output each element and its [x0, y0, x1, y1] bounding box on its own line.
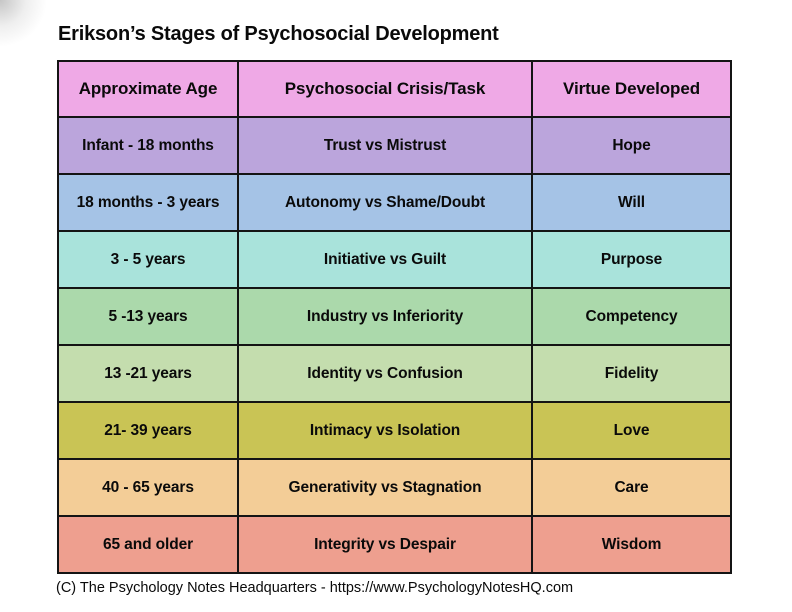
header-approximate-age: Approximate Age — [57, 60, 239, 118]
crisis-cell: Industry vs Inferiority — [237, 287, 533, 346]
crisis-cell: Integrity vs Despair — [237, 515, 533, 574]
header-psychosocial-crisis: Psychosocial Crisis/Task — [237, 60, 533, 118]
virtue-cell: Love — [531, 401, 732, 460]
erikson-stages-table: Approximate Age Psychosocial Crisis/Task… — [57, 60, 732, 574]
table-header-row: Approximate Age Psychosocial Crisis/Task… — [57, 60, 732, 118]
table-row: 40 - 65 years Generativity vs Stagnation… — [57, 458, 732, 517]
age-cell: 5 -13 years — [57, 287, 239, 346]
crisis-cell: Autonomy vs Shame/Doubt — [237, 173, 533, 232]
crisis-cell: Identity vs Confusion — [237, 344, 533, 403]
page-corner-shadow — [0, 0, 46, 46]
age-cell: 21- 39 years — [57, 401, 239, 460]
crisis-cell: Generativity vs Stagnation — [237, 458, 533, 517]
age-cell: 40 - 65 years — [57, 458, 239, 517]
table-row: 21- 39 years Intimacy vs Isolation Love — [57, 401, 732, 460]
table-row: 5 -13 years Industry vs Inferiority Comp… — [57, 287, 732, 346]
crisis-cell: Trust vs Mistrust — [237, 116, 533, 175]
table-row: 18 months - 3 years Autonomy vs Shame/Do… — [57, 173, 732, 232]
age-cell: 18 months - 3 years — [57, 173, 239, 232]
copyright-attribution: (C) The Psychology Notes Headquarters - … — [56, 580, 574, 596]
age-cell: 3 - 5 years — [57, 230, 239, 289]
age-cell: 13 -21 years — [57, 344, 239, 403]
virtue-cell: Purpose — [531, 230, 732, 289]
table-row: Infant - 18 months Trust vs Mistrust Hop… — [57, 116, 732, 175]
table-row: 65 and older Integrity vs Despair Wisdom — [57, 515, 732, 574]
table-row: 3 - 5 years Initiative vs Guilt Purpose — [57, 230, 732, 289]
virtue-cell: Care — [531, 458, 732, 517]
virtue-cell: Wisdom — [531, 515, 732, 574]
page-title: Erikson’s Stages of Psychosocial Develop… — [58, 23, 499, 45]
virtue-cell: Hope — [531, 116, 732, 175]
virtue-cell: Fidelity — [531, 344, 732, 403]
crisis-cell: Initiative vs Guilt — [237, 230, 533, 289]
table-row: 13 -21 years Identity vs Confusion Fidel… — [57, 344, 732, 403]
header-virtue-developed: Virtue Developed — [531, 60, 732, 118]
virtue-cell: Competency — [531, 287, 732, 346]
virtue-cell: Will — [531, 173, 732, 232]
age-cell: Infant - 18 months — [57, 116, 239, 175]
crisis-cell: Intimacy vs Isolation — [237, 401, 533, 460]
age-cell: 65 and older — [57, 515, 239, 574]
